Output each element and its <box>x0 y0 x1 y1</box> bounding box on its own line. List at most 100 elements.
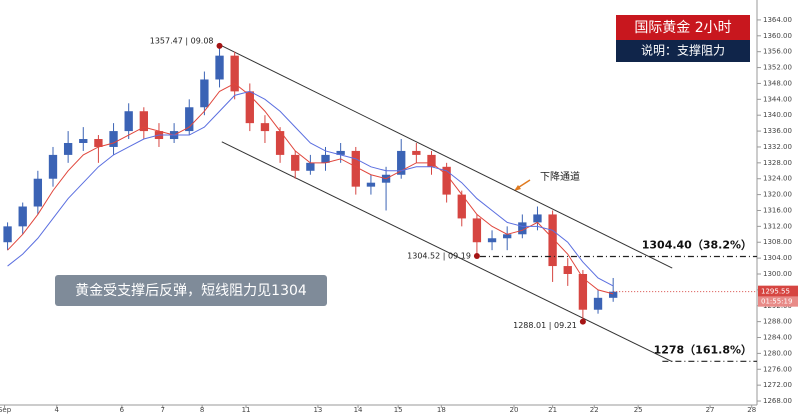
chart-subtitle: 说明：支撑阻力 <box>641 43 725 58</box>
countdown-label: 01:55:19 <box>761 298 792 306</box>
x-tick-label: 8 <box>200 406 204 414</box>
x-tick-label: 7 <box>161 406 165 414</box>
last-price-label: 1295.55 <box>761 288 790 296</box>
candle-body <box>94 139 103 147</box>
candle-body <box>472 218 482 243</box>
y-tick-label: 1284.00 <box>763 334 792 342</box>
title-box <box>616 15 750 40</box>
x-tick-label: 11 <box>242 406 251 414</box>
y-tick-label: 1352.00 <box>763 64 792 72</box>
candle-body <box>139 111 148 132</box>
candle-body <box>593 297 603 310</box>
x-tick-label: Sep <box>0 406 12 414</box>
x-tick-label: 14 <box>354 406 363 414</box>
countdown-box <box>758 296 798 307</box>
candle-body <box>200 79 209 108</box>
channel-line <box>221 141 673 363</box>
x-tick-label: 22 <box>590 406 599 414</box>
level-label: 1304.40（38.2%） <box>642 239 752 252</box>
candle-body <box>79 139 88 143</box>
candle-body <box>397 150 406 175</box>
candle-body <box>533 214 542 223</box>
channel-arrowhead <box>514 185 521 191</box>
point-marker <box>473 253 480 260</box>
candle-body <box>48 154 58 179</box>
candle-body <box>3 226 12 243</box>
y-tick-label: 1268.00 <box>763 397 792 405</box>
candle-body <box>230 55 239 92</box>
candle-body <box>442 166 451 195</box>
candle-body <box>503 234 512 239</box>
y-tick-label: 1332.00 <box>763 143 792 151</box>
x-tick-label: 27 <box>706 406 715 414</box>
point-label: 1357.47 | 09.08 <box>150 36 214 45</box>
candle-body <box>518 222 527 235</box>
x-tick-label: 25 <box>634 406 643 414</box>
candle-body <box>457 194 466 219</box>
y-tick-label: 1336.00 <box>763 127 792 135</box>
y-tick-label: 1348.00 <box>763 79 792 87</box>
caption: 黄金受支撑后反弹，短线阻力见1304 <box>75 282 307 299</box>
y-tick-label: 1312.00 <box>763 222 792 230</box>
caption-box <box>55 275 327 306</box>
candle-body <box>63 142 73 155</box>
y-tick-label: 1272.00 <box>763 381 792 389</box>
moving-average-line <box>7 90 614 287</box>
level-label: 1278（161.8%） <box>654 343 752 356</box>
y-tick-label: 1300.00 <box>763 270 792 278</box>
candle-body <box>245 91 254 124</box>
point-label: 1304.52 | 09.19 <box>407 252 471 261</box>
y-tick-label: 1356.00 <box>763 48 792 56</box>
y-tick-label: 1288.00 <box>763 318 792 326</box>
candle-body <box>351 150 360 187</box>
candle-body <box>260 123 270 132</box>
y-tick-label: 1340.00 <box>763 111 792 119</box>
candle-body <box>578 273 588 310</box>
candle-body <box>215 55 224 80</box>
y-tick-label: 1320.00 <box>763 191 792 199</box>
candle-body <box>412 150 421 155</box>
chart-title: 国际黄金 2小时 <box>634 19 731 36</box>
candle-body <box>124 111 133 132</box>
x-tick-label: 6 <box>120 406 125 414</box>
y-tick-label: 1308.00 <box>763 238 792 246</box>
x-tick-label: 21 <box>548 406 557 414</box>
candle-body <box>336 150 345 155</box>
candle-body <box>487 238 497 243</box>
candle-body <box>427 154 436 167</box>
candle-body <box>321 154 330 163</box>
y-tick-label: 1360.00 <box>763 32 792 40</box>
point-label: 1288.01 | 09.21 <box>513 321 577 330</box>
candle-body <box>33 178 43 207</box>
y-tick-label: 1344.00 <box>763 95 792 103</box>
y-tick-label: 1328.00 <box>763 159 792 167</box>
x-tick-label: 20 <box>510 406 519 414</box>
x-tick-label: 13 <box>313 406 322 414</box>
subtitle-box <box>616 40 750 62</box>
point-marker <box>216 42 223 49</box>
candle-body <box>609 291 618 298</box>
channel-label: 下降通道 <box>540 170 580 183</box>
candle-body <box>109 131 118 147</box>
y-tick-label: 1316.00 <box>763 206 792 214</box>
candle-body <box>18 206 27 227</box>
candle-body <box>275 131 285 155</box>
x-tick-label: 28 <box>747 406 756 414</box>
point-marker <box>579 318 586 325</box>
x-tick-label: 15 <box>394 406 403 414</box>
candle-body <box>366 182 376 187</box>
last-price-box <box>758 285 798 297</box>
y-tick-label: 1280.00 <box>763 349 792 357</box>
candle-body <box>291 154 300 171</box>
x-tick-label: 4 <box>55 406 60 414</box>
candle-body <box>306 162 315 171</box>
y-tick-label: 1276.00 <box>763 365 792 373</box>
moving-average-line <box>7 82 614 295</box>
candle-body <box>563 266 572 274</box>
candle-body <box>548 214 557 267</box>
channel-line <box>221 45 673 269</box>
y-tick-label: 1304.00 <box>763 254 792 262</box>
candle-body <box>185 107 194 132</box>
